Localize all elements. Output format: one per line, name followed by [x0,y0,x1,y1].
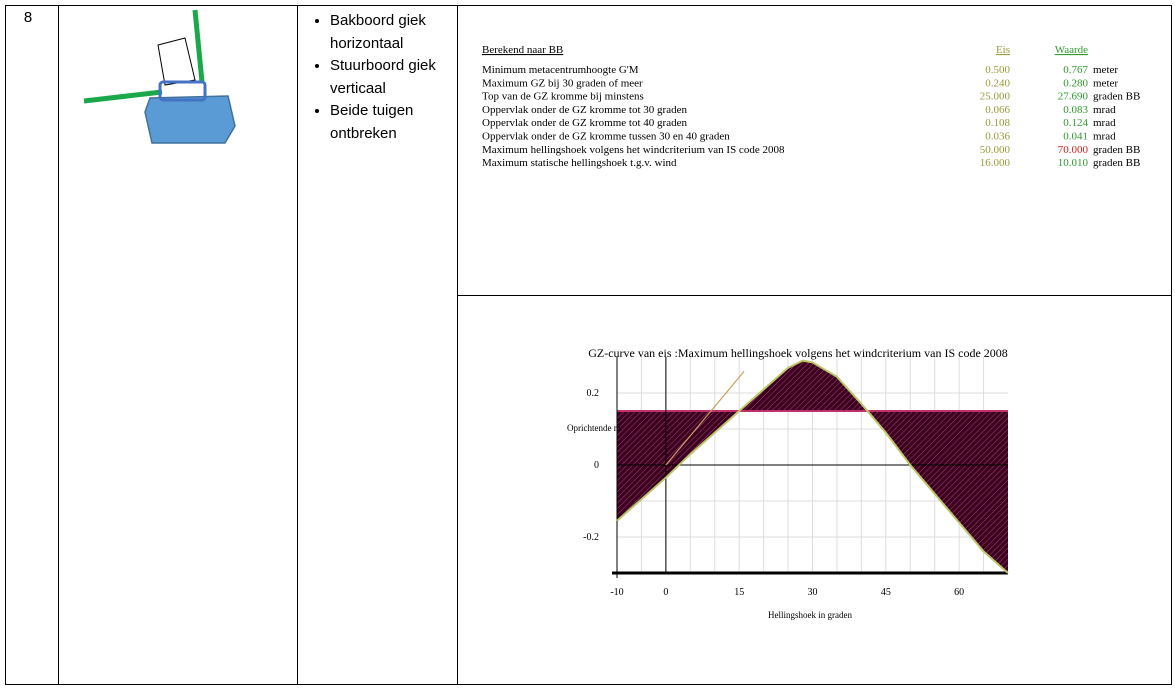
criterion-label: Oppervlak onder de GZ kromme tot 40 grad… [482,117,687,129]
criterion-waarde: 27.690 [1058,91,1089,103]
criterion-unit: meter [1093,64,1118,76]
criterion-waarde: 0.767 [1063,64,1088,76]
criteria-table: Berekend naar BB Eis Waarde Minimum metacen… [482,44,1140,169]
tangent-line [665,371,745,466]
criterion-waarde: 70.000 [1058,144,1089,156]
y-tick-label: -0.2 [583,532,599,543]
criterion-waarde: 0.083 [1063,104,1088,116]
y-axis-label: Oprichtende m [567,423,621,433]
x-axis-label: Hellingshoek in graden [768,610,852,620]
x-tick-label: 45 [881,587,891,598]
criterion-unit: graden BB [1093,144,1140,156]
criterion-unit: mrad [1093,117,1116,129]
criterion-unit: meter [1093,77,1118,89]
criterion-waarde: 0.280 [1063,77,1088,89]
bullet-item: Stuurboord giek verticaal [330,55,480,100]
criterion-label: Maximum GZ bij 30 graden of meer [482,77,643,89]
bullet-item: Beide tuigen ontbreken [330,100,480,145]
criterion-unit: graden BB [1093,157,1140,169]
criterion-eis: 25.000 [980,91,1011,103]
header-eis: Eis [996,44,1010,56]
x-tick-label: 0 [663,587,668,598]
criterion-label: Minimum metacentrumhoogte G'M [482,64,639,76]
criterion-waarde: 0.124 [1063,117,1088,129]
chart-title: GZ-curve van eis :Maximum hellingshoek v… [588,346,1008,360]
x-tick-label: 15 [734,587,744,598]
x-tick-label: -10 [610,587,623,598]
criterion-label: Maximum statische hellingshoek t.g.v. wi… [482,157,677,169]
criterion-eis: 0.240 [985,77,1010,89]
criterion-label: Oppervlak onder de GZ kromme tot 30 grad… [482,104,687,116]
criterion-unit: graden BB [1093,91,1140,103]
table-borders [5,5,1172,685]
criterion-unit: mrad [1093,131,1116,143]
criterion-eis: 50.000 [980,144,1011,156]
bullet-list: Bakboord giek horizontaalStuurboord giek… [300,10,480,145]
row-number: 8 [24,9,32,26]
criterion-eis: 0.036 [985,131,1010,143]
criterion-eis: 0.066 [985,104,1010,116]
criterion-eis: 0.500 [985,64,1010,76]
boat-sketch [83,9,236,144]
header-waarde: Waarde [1055,44,1088,56]
x-tick-label: 60 [954,587,964,598]
criterion-waarde: 10.010 [1058,157,1089,169]
y-tick-label: 0.2 [587,388,600,399]
x-tick-label: 30 [808,587,818,598]
criterion-eis: 16.000 [980,157,1011,169]
header-label: Berekend naar BB [482,44,563,56]
bullet-item: Bakboord giek horizontaal [330,10,480,55]
criterion-label: Top van de GZ kromme bij minstens [482,91,644,103]
y-tick-label: 0 [594,460,599,471]
criterion-eis: 0.108 [985,117,1010,129]
hatched-area [617,360,1008,573]
criterion-unit: mrad [1093,104,1116,116]
gz-curve [616,359,1009,574]
criterion-label: Oppervlak onder de GZ kromme tussen 30 e… [482,131,730,143]
criterion-waarde: 0.041 [1063,131,1088,143]
chart: -10 0 15 30 45 60 -0.2 0 0.2 GZ-curve van eis :Ma… [567,346,1009,620]
criterion-label: Maximum hellingshoek volgens het windcri… [482,144,785,156]
